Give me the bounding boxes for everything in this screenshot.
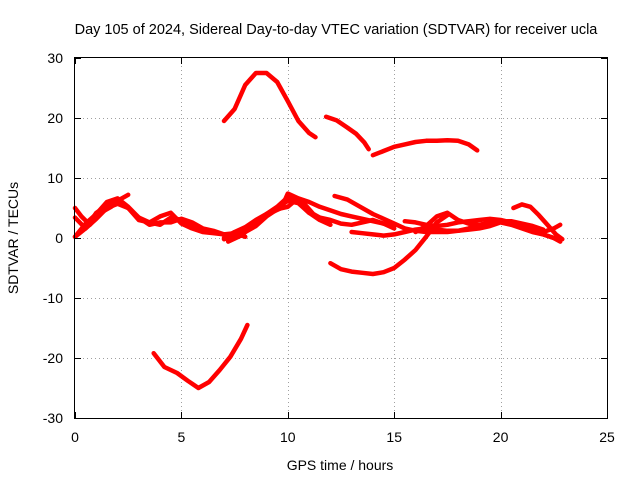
series-line-arc-mid-4 — [242, 197, 333, 235]
plot-frame — [74, 57, 608, 419]
series-line-arc-trough — [151, 322, 250, 391]
y-tick-label: -20 — [43, 350, 63, 366]
x-tick-label: 20 — [493, 429, 509, 445]
y-tick-label: 20 — [47, 110, 63, 126]
series-line-arc-15-23 — [402, 216, 563, 235]
x-axis-label: GPS time / hours — [287, 457, 394, 473]
series-line-arc-early-4 — [72, 196, 227, 240]
series-line-arc-negative — [328, 212, 450, 277]
y-tick-label: 10 — [47, 170, 63, 186]
y-axis-label: SDTVAR / TECUs — [5, 182, 21, 294]
series-line-arc-20-23 — [511, 202, 565, 242]
x-tick-label: 5 — [178, 429, 186, 445]
series-line-arc-14-19 — [370, 137, 480, 158]
series-line-arc-16-22 — [413, 210, 546, 235]
y-tick-label: -30 — [43, 410, 63, 426]
x-tick-label: 25 — [599, 429, 615, 445]
x-tick-label: 0 — [71, 429, 79, 445]
chart-title: Day 105 of 2024, Sidereal Day-to-day VTE… — [75, 22, 599, 38]
y-tick-label: 0 — [55, 230, 63, 246]
x-tick-label: 15 — [386, 429, 402, 445]
y-tick-label: 30 — [47, 50, 63, 66]
series-line-arc-12-14 — [323, 114, 371, 152]
grid — [75, 58, 607, 418]
ticks: 0 5 10 15 20 25 -30 -20 -10 0 10 20 30 — [43, 50, 615, 445]
x-tick-label: 10 — [280, 429, 296, 445]
series-line-arc-peak — [221, 70, 318, 140]
series-group — [72, 70, 565, 391]
series-line-arc-13-23 — [349, 220, 563, 244]
y-tick-label: -10 — [43, 290, 63, 306]
